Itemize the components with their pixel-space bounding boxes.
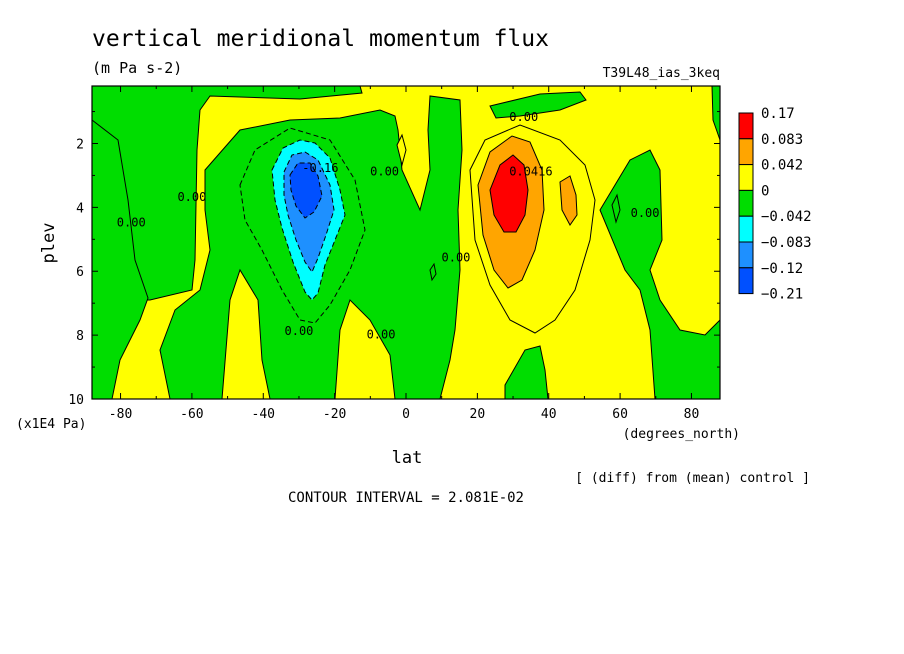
y-tick-label: 2 [76,137,84,152]
contour-label: 0.00 [117,216,146,230]
contour-label: 0.00 [631,206,660,220]
diff-note: [ (diff) from (mean) control ] [575,471,810,486]
x-tick-label: -40 [252,407,275,422]
contour-labels: 0.00 0.0416 -0.16 0.00 0.00 0.00 0.00 0.00 0.00 0… [117,110,660,341]
y-tick-label: 6 [76,265,84,280]
legend-colorbar: 0.17 0.083 0.042 0 −0.042 −0.083 −0.12 −0.21 [738,106,812,303]
y-tick-label: 4 [76,201,84,216]
x-axis-label: lat [392,448,423,468]
legend-swatch [738,112,754,140]
legend-swatch [738,189,754,217]
fill-weak-negative-upper [489,91,587,119]
x-tick-label: 60 [612,407,628,422]
contour-label: 0.0416 [509,164,552,178]
contour-small-yellow [396,133,407,167]
legend-swatch [738,164,754,191]
y-tick-label: 8 [76,329,84,344]
legend-swatch [738,267,754,295]
contour-label: 0.00 [509,110,538,124]
x-tick-label: 20 [470,407,486,422]
legend-level: −0.21 [761,287,803,303]
fill-mid-positive-secondary [559,175,578,226]
x-tick-label: -60 [180,407,203,422]
x-tick-label: 80 [684,407,700,422]
legend-level: 0.17 [761,106,795,122]
contour-label: 0.00 [177,190,206,204]
contour-small-north [611,193,621,224]
plot-area: 0.00 0.0416 -0.16 0.00 0.00 0.00 0.00 0.00 0.00 0… [91,85,721,400]
y-axis: 2 4 6 8 10 [68,111,720,408]
x-axis: -80 -60 -40 -20 0 20 40 60 80 [109,86,699,422]
legend-level: −0.12 [761,261,803,277]
legend-level: 0.042 [761,158,803,174]
x-axis-units: (degrees_north) [623,427,740,442]
chart-title: vertical meridional momentum flux [92,26,549,52]
fill-strong-positive [489,154,529,233]
fill-weak-negative-west-band [92,119,149,399]
legend-swatch [738,241,754,269]
run-label: T39L48_ias_3keq [603,66,720,81]
x-tick-label: -20 [323,407,346,422]
legend-level: −0.042 [761,209,812,225]
contour-label: -0.16 [302,161,338,175]
legend-swatch [738,138,754,166]
x-tick-label: 40 [541,407,557,422]
x-tick-label: 0 [402,407,410,422]
contour-interval: CONTOUR INTERVAL = 2.081E-02 [288,490,524,506]
fill-very-strong-negative [289,162,323,219]
fill-weak-negative-north [599,149,720,399]
contour-label: 0.00 [285,324,314,338]
fill-weak-negative-lower [504,345,549,399]
y-tick-label: 10 [68,393,84,408]
legend-swatch [738,215,754,243]
contour-label: 0.00 [367,327,396,341]
contour-small-green [429,262,437,282]
contour-label: 0.00 [370,164,399,178]
x-tick-label: -80 [109,407,132,422]
contour-label: 0.00 [442,251,471,265]
legend-level: 0.083 [761,132,803,148]
legend-level: 0 [761,183,769,199]
fill-weak-negative-right-strip [711,86,720,141]
y-axis-units: (x1E4 Pa) [16,417,86,432]
y-axis-label: plev [39,223,59,264]
contour-positive-outer [469,124,596,334]
legend-level: −0.083 [761,235,812,251]
contour-negative-outer [239,127,366,324]
chart-units: (m Pa s-2) [92,59,182,77]
